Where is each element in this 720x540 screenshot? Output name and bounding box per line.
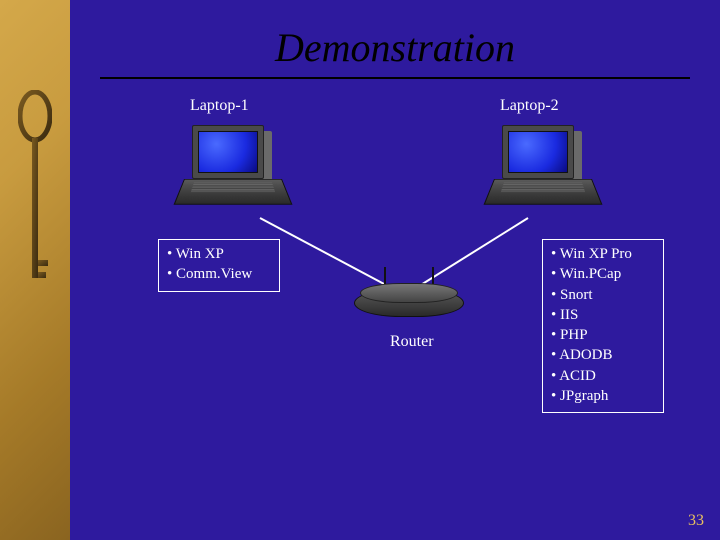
title-underline bbox=[100, 77, 690, 79]
slide-main: Demonstration Laptop-1 Laptop-2 Router W… bbox=[70, 0, 720, 540]
label-laptop2: Laptop-2 bbox=[500, 97, 559, 115]
sw-item: Win XP bbox=[167, 244, 271, 264]
label-laptop1: Laptop-1 bbox=[190, 97, 249, 115]
label-router: Router bbox=[390, 333, 500, 388]
sw-item: Win XP Pro bbox=[551, 244, 655, 264]
sw-item: ACID bbox=[551, 366, 655, 386]
sw-item: PHP bbox=[551, 325, 655, 345]
sw-item: Win.PCap bbox=[551, 264, 655, 284]
slide-title: Demonstration bbox=[100, 24, 690, 71]
node-router bbox=[354, 273, 464, 328]
sw-item: JPgraph bbox=[551, 386, 655, 406]
sw-item: IIS bbox=[551, 305, 655, 325]
software-box-laptop2: Win XP Pro Win.PCap Snort IIS PHP ADODB … bbox=[542, 239, 664, 413]
node-laptop1 bbox=[178, 125, 288, 220]
sw-item: Snort bbox=[551, 285, 655, 305]
node-laptop2 bbox=[488, 125, 598, 220]
key-icon bbox=[18, 90, 52, 310]
sidebar-texture bbox=[0, 0, 70, 540]
network-diagram: Laptop-1 Laptop-2 Router Win XP Comm.Vie… bbox=[100, 97, 690, 477]
sw-item: Comm.View bbox=[167, 264, 271, 284]
sw-item: ADODB bbox=[551, 345, 655, 365]
software-box-laptop1: Win XP Comm.View bbox=[158, 239, 280, 292]
page-number: 33 bbox=[688, 512, 704, 530]
